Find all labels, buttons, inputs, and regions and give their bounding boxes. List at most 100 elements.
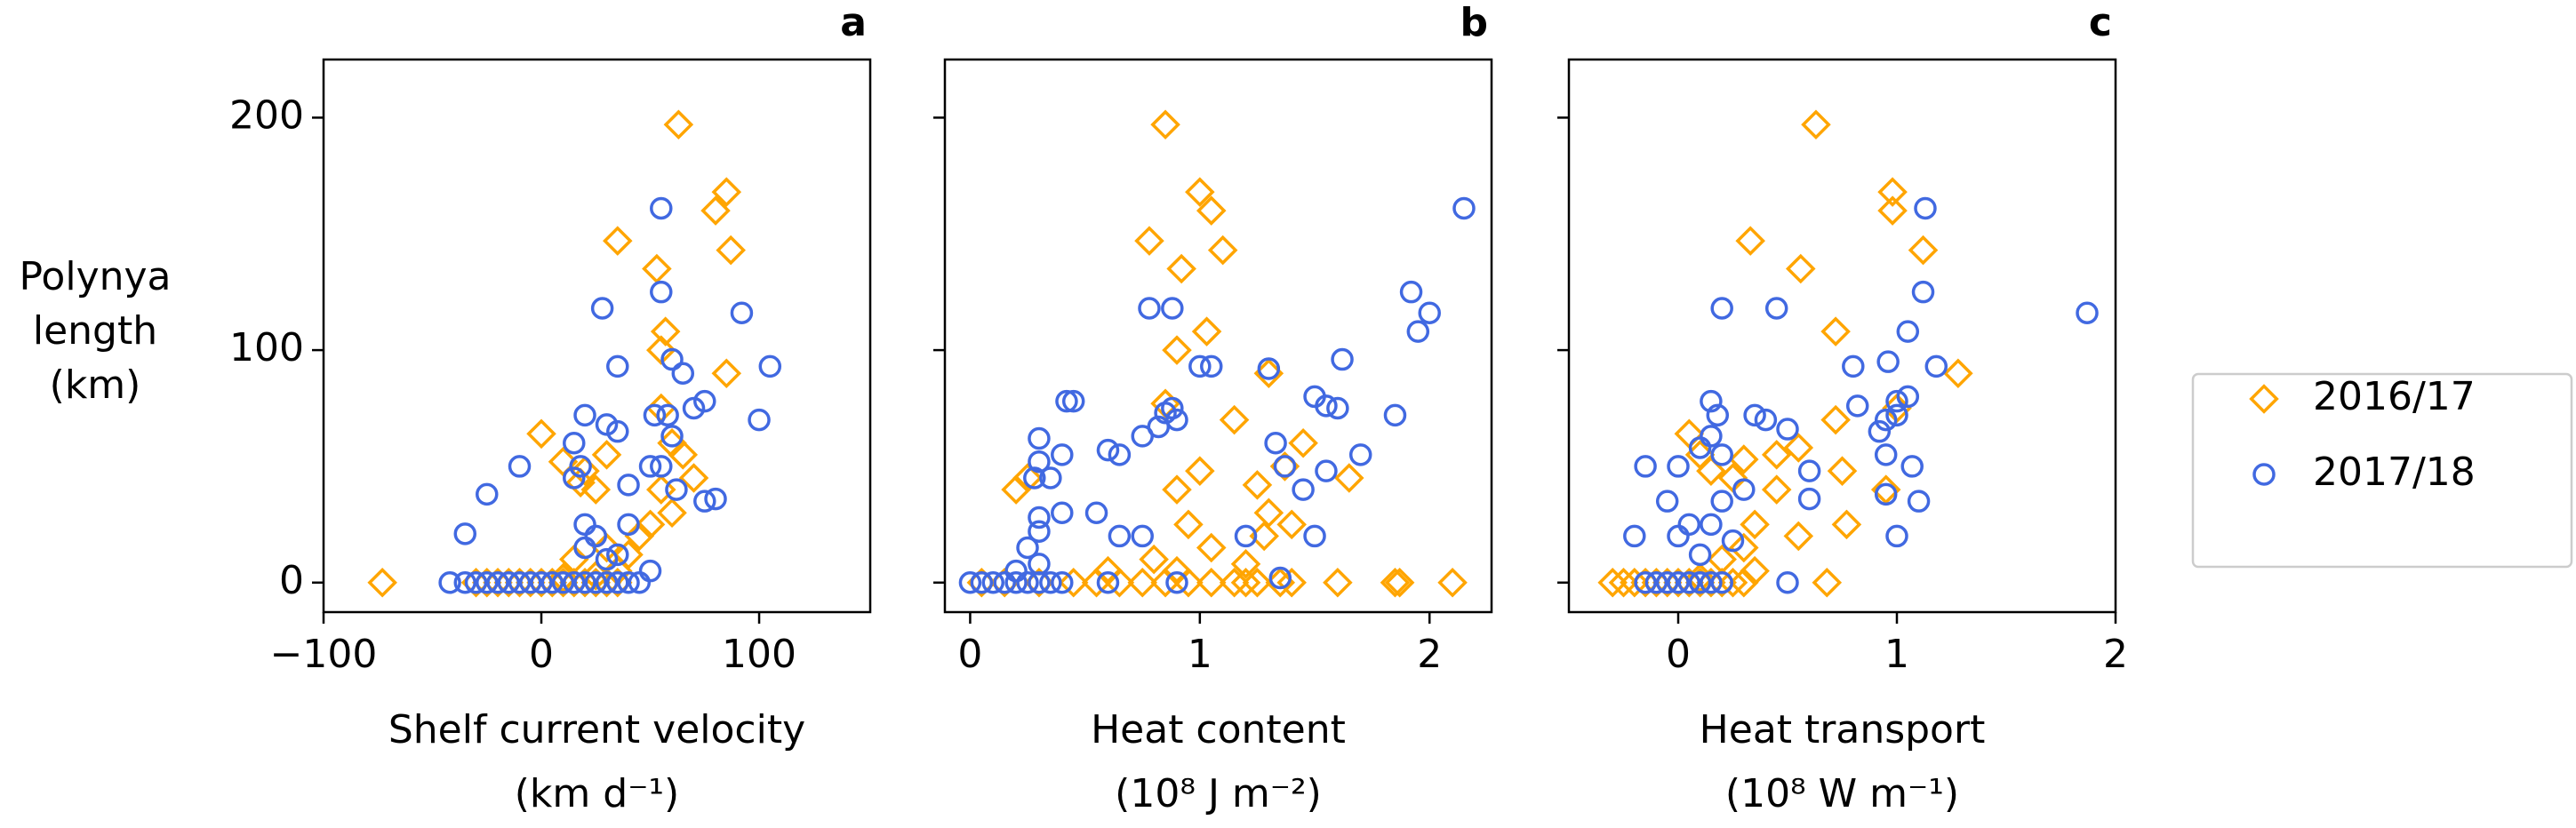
circle-marker bbox=[1326, 396, 1349, 420]
circle-marker bbox=[1016, 571, 1039, 594]
circle-marker bbox=[1896, 385, 1920, 409]
diamond-marker bbox=[1380, 567, 1411, 598]
circle-marker bbox=[704, 487, 727, 511]
y-tick-label: 0 bbox=[279, 558, 304, 603]
circle-marker bbox=[1051, 443, 1074, 466]
circle-marker bbox=[1876, 350, 1900, 373]
diamond-marker bbox=[1196, 567, 1227, 598]
circle-marker bbox=[758, 354, 782, 378]
diamond-marker bbox=[1288, 427, 1318, 458]
diamond-marker bbox=[1831, 509, 1862, 540]
circle-marker bbox=[1028, 520, 1051, 543]
diamond-marker bbox=[1207, 235, 1238, 266]
diamond-marker bbox=[700, 195, 731, 226]
circle-marker bbox=[453, 522, 477, 545]
diamond-marker bbox=[1827, 456, 1858, 486]
x-tick-label: 0 bbox=[1666, 632, 1691, 677]
x-axis-label: Heat content bbox=[1091, 707, 1346, 752]
x-tick-label: −100 bbox=[270, 632, 378, 677]
diamond-marker bbox=[1729, 532, 1759, 563]
diamond-marker bbox=[1191, 316, 1222, 346]
circle-marker bbox=[1710, 490, 1733, 513]
circle-marker bbox=[486, 571, 509, 594]
diamond-marker bbox=[1242, 470, 1273, 500]
circle-marker bbox=[563, 432, 586, 455]
circle-marker bbox=[606, 354, 629, 378]
circle-marker bbox=[1776, 418, 1799, 441]
circle-marker bbox=[584, 524, 608, 548]
circle-marker bbox=[530, 571, 553, 594]
x-tick-label: 0 bbox=[529, 632, 554, 677]
circle-marker bbox=[981, 571, 1005, 594]
circle-marker bbox=[476, 571, 499, 594]
circle-marker bbox=[1700, 425, 1723, 448]
diamond-marker bbox=[1276, 509, 1307, 540]
circle-marker bbox=[1644, 571, 1668, 594]
circle-marker bbox=[1764, 297, 1788, 320]
diamond-marker bbox=[1166, 253, 1196, 284]
circle-marker bbox=[1161, 396, 1184, 420]
circle-marker bbox=[650, 280, 673, 304]
circle-marker bbox=[1131, 425, 1154, 448]
diamond-marker bbox=[1943, 358, 1973, 389]
circle-marker bbox=[1028, 450, 1051, 474]
diamond-marker bbox=[1801, 109, 1831, 140]
diamond-marker bbox=[1740, 555, 1770, 586]
circle-marker bbox=[1911, 280, 1935, 304]
circle-marker bbox=[643, 403, 667, 427]
diamond-marker bbox=[565, 467, 596, 498]
diamond-marker bbox=[1717, 567, 1748, 598]
circle-marker bbox=[508, 455, 532, 478]
circle-marker bbox=[563, 571, 586, 594]
circle-marker bbox=[1677, 571, 1701, 594]
circle-marker bbox=[1418, 301, 1441, 324]
circle-marker bbox=[1700, 571, 1723, 594]
panel-label: a bbox=[840, 0, 867, 45]
circle-marker bbox=[682, 396, 706, 420]
circle-marker bbox=[563, 466, 586, 490]
y-axis-label: (km) bbox=[50, 362, 141, 408]
diamond-marker bbox=[591, 440, 622, 470]
circle-marker bbox=[464, 571, 488, 594]
diamond-marker bbox=[1870, 474, 1901, 505]
circle-marker bbox=[1885, 524, 1908, 548]
diamond-marker bbox=[1785, 253, 1816, 284]
diamond-marker bbox=[1597, 567, 1628, 598]
circle-marker bbox=[650, 196, 673, 220]
diamond-marker bbox=[1620, 567, 1650, 598]
circle-marker bbox=[1924, 354, 1948, 378]
diamond-marker bbox=[1384, 567, 1415, 598]
diamond-marker bbox=[1196, 532, 1227, 563]
diamond-marker bbox=[1162, 555, 1192, 586]
diamond-marker bbox=[1058, 567, 1089, 598]
x-axis-label: Shelf current velocity bbox=[388, 707, 805, 752]
diamond-marker bbox=[1323, 567, 1353, 598]
circle-marker bbox=[617, 571, 640, 594]
circle-marker bbox=[1688, 436, 1712, 459]
legend-box bbox=[2191, 372, 2573, 569]
circle-marker bbox=[693, 490, 716, 513]
legend-marker bbox=[2249, 384, 2279, 414]
axes-frame bbox=[1567, 58, 2117, 614]
diamond-marker bbox=[367, 567, 397, 598]
circle-marker bbox=[1096, 571, 1120, 594]
circle-marker bbox=[1303, 524, 1326, 548]
circle-marker bbox=[638, 559, 662, 583]
circle-marker bbox=[1700, 389, 1723, 413]
circle-marker bbox=[595, 571, 619, 594]
circle-marker bbox=[671, 362, 695, 386]
diamond-marker bbox=[1729, 444, 1759, 474]
diamond-marker bbox=[1092, 555, 1124, 586]
circle-marker bbox=[573, 403, 596, 427]
circle-marker bbox=[569, 455, 592, 478]
circle-marker bbox=[638, 455, 662, 478]
circle-marker bbox=[1234, 524, 1258, 548]
circle-marker bbox=[1348, 443, 1372, 466]
x-tick-label: 100 bbox=[722, 632, 796, 677]
circle-marker bbox=[1165, 571, 1188, 594]
circle-marker bbox=[497, 571, 521, 594]
circle-marker bbox=[1004, 559, 1028, 583]
circle-marker bbox=[1885, 403, 1908, 427]
circle-marker bbox=[1688, 543, 1712, 567]
circle-marker bbox=[660, 425, 684, 448]
